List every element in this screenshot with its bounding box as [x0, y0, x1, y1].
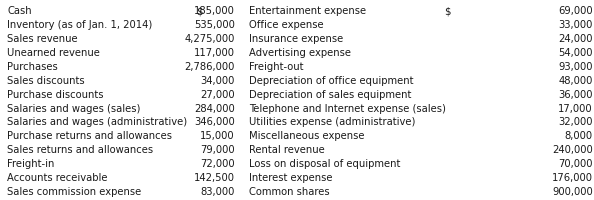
Text: Interest expense: Interest expense [249, 172, 333, 182]
Text: 33,000: 33,000 [558, 20, 593, 30]
Text: 93,000: 93,000 [558, 61, 593, 71]
Text: Unearned revenue: Unearned revenue [7, 48, 100, 58]
Text: 72,000: 72,000 [200, 158, 235, 168]
Text: Salaries and wages (sales): Salaries and wages (sales) [7, 103, 141, 113]
Text: 346,000: 346,000 [194, 117, 235, 127]
Text: Entertainment expense: Entertainment expense [249, 6, 366, 16]
Text: Utilities expense (administrative): Utilities expense (administrative) [249, 117, 416, 127]
Text: Purchase returns and allowances: Purchase returns and allowances [7, 131, 172, 141]
Text: Common shares: Common shares [249, 186, 330, 196]
Text: Purchase discounts: Purchase discounts [7, 89, 103, 99]
Text: 17,000: 17,000 [558, 103, 593, 113]
Text: Inventory (as of Jan. 1, 2014): Inventory (as of Jan. 1, 2014) [7, 20, 153, 30]
Text: Salaries and wages (administrative): Salaries and wages (administrative) [7, 117, 187, 127]
Text: 32,000: 32,000 [558, 117, 593, 127]
Text: 176,000: 176,000 [552, 172, 593, 182]
Text: 8,000: 8,000 [565, 131, 593, 141]
Text: 284,000: 284,000 [194, 103, 235, 113]
Text: 83,000: 83,000 [200, 186, 235, 196]
Text: 185,000: 185,000 [194, 6, 235, 16]
Text: Sales discounts: Sales discounts [7, 75, 85, 85]
Text: 54,000: 54,000 [558, 48, 593, 58]
Text: 34,000: 34,000 [200, 75, 235, 85]
Text: Freight-in: Freight-in [7, 158, 55, 168]
Text: Rental revenue: Rental revenue [249, 145, 326, 155]
Text: Accounts receivable: Accounts receivable [7, 172, 108, 182]
Text: 2,786,000: 2,786,000 [184, 61, 235, 71]
Text: Freight-out: Freight-out [249, 61, 304, 71]
Text: 4,275,000: 4,275,000 [184, 34, 235, 44]
Text: Purchases: Purchases [7, 61, 58, 71]
Text: Depreciation of sales equipment: Depreciation of sales equipment [249, 89, 412, 99]
Text: Sales returns and allowances: Sales returns and allowances [7, 145, 153, 155]
Text: 240,000: 240,000 [552, 145, 593, 155]
Text: $: $ [444, 6, 451, 16]
Text: Sales revenue: Sales revenue [7, 34, 78, 44]
Text: Depreciation of office equipment: Depreciation of office equipment [249, 75, 414, 85]
Text: 535,000: 535,000 [194, 20, 235, 30]
Text: $: $ [196, 6, 203, 16]
Text: 15,000: 15,000 [200, 131, 235, 141]
Text: Advertising expense: Advertising expense [249, 48, 352, 58]
Text: 48,000: 48,000 [558, 75, 593, 85]
Text: Office expense: Office expense [249, 20, 324, 30]
Text: 900,000: 900,000 [552, 186, 593, 196]
Text: Cash: Cash [7, 6, 31, 16]
Text: 27,000: 27,000 [200, 89, 235, 99]
Text: 36,000: 36,000 [558, 89, 593, 99]
Text: 79,000: 79,000 [200, 145, 235, 155]
Text: Loss on disposal of equipment: Loss on disposal of equipment [249, 158, 401, 168]
Text: Telephone and Internet expense (sales): Telephone and Internet expense (sales) [249, 103, 446, 113]
Text: 24,000: 24,000 [558, 34, 593, 44]
Text: 69,000: 69,000 [558, 6, 593, 16]
Text: 70,000: 70,000 [558, 158, 593, 168]
Text: 117,000: 117,000 [194, 48, 235, 58]
Text: Insurance expense: Insurance expense [249, 34, 344, 44]
Text: 142,500: 142,500 [194, 172, 235, 182]
Text: Sales commission expense: Sales commission expense [7, 186, 141, 196]
Text: Miscellaneous expense: Miscellaneous expense [249, 131, 365, 141]
